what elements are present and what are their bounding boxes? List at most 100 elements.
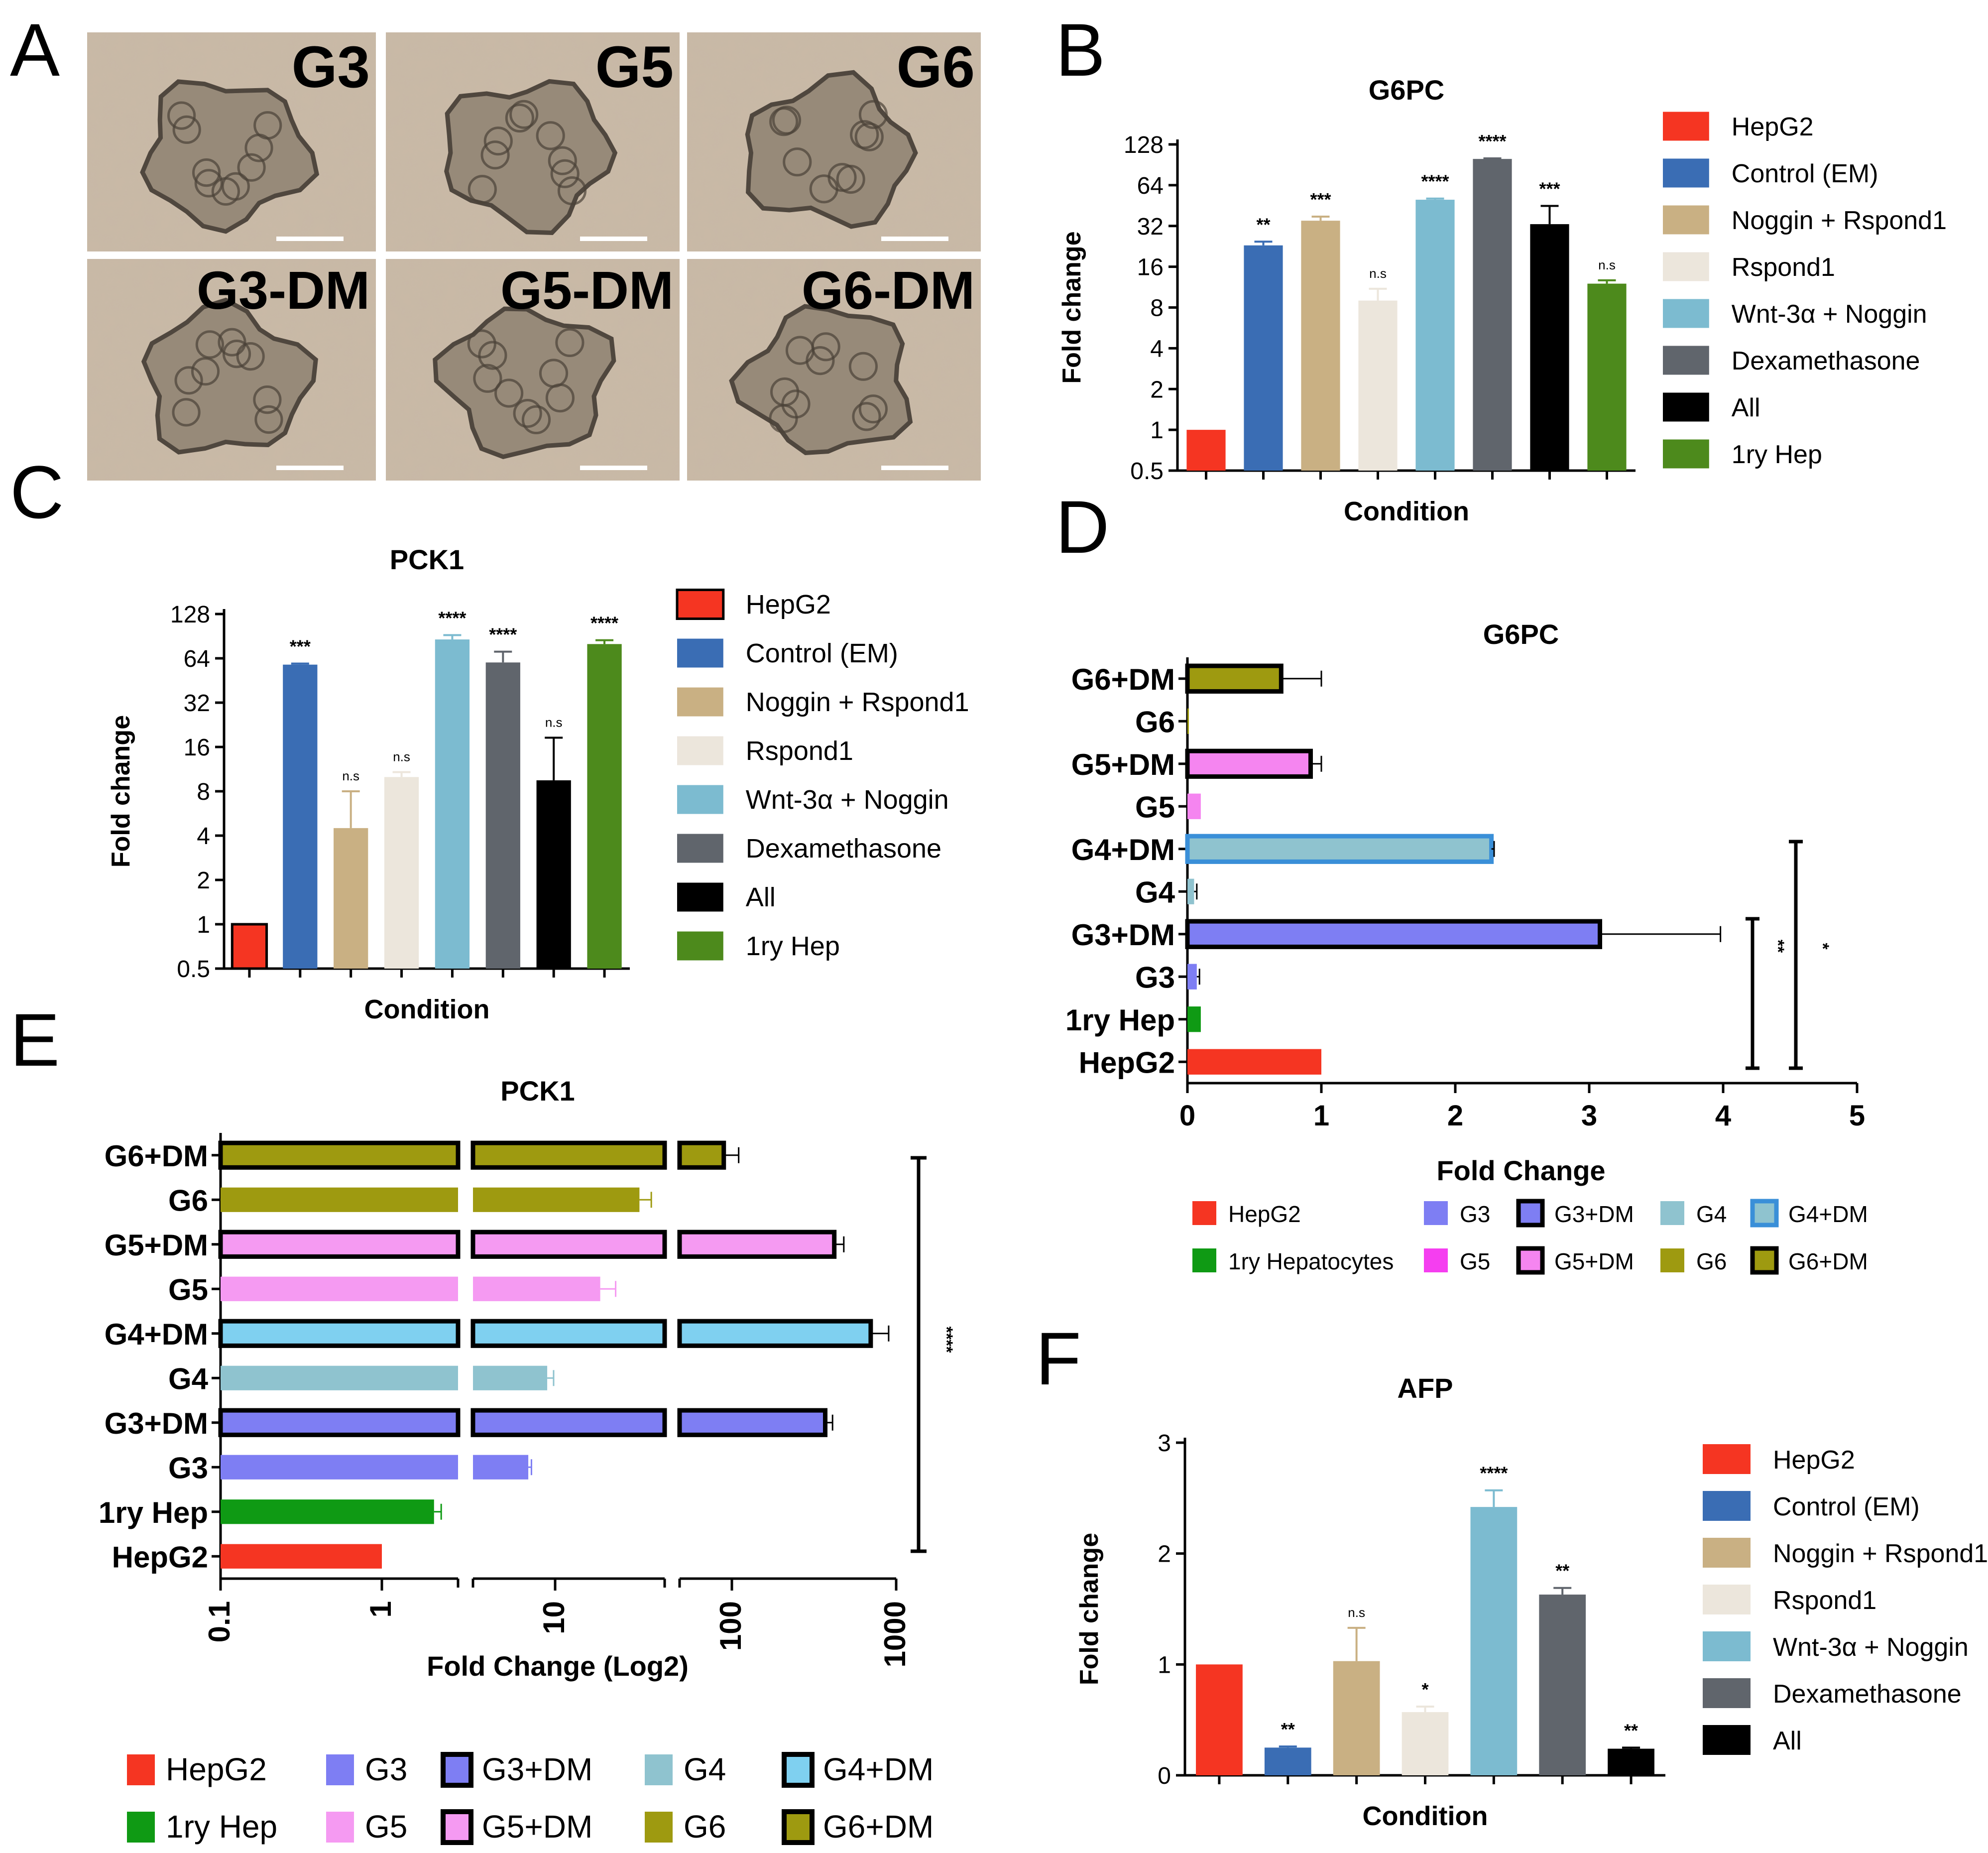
bar [1185, 663, 1284, 694]
significance-label: **** [1421, 171, 1449, 192]
category-label: G3+DM [105, 1407, 208, 1440]
y-tick-label: 32 [1137, 214, 1164, 240]
organoid-cell [548, 146, 577, 175]
bar-segment [473, 1276, 600, 1301]
organoid-cell [811, 332, 840, 362]
chart-title: G6PC [1369, 74, 1445, 106]
category-label: HepG2 [112, 1540, 208, 1574]
significance-label: n.s [342, 768, 359, 783]
legend-label: G6+DM [1788, 1248, 1868, 1274]
significance-label: n.s [545, 715, 563, 730]
chart-title: PCK1 [390, 544, 464, 575]
y-tick-label: 16 [1137, 254, 1164, 281]
category-label: G6+DM [1071, 663, 1175, 696]
legend-label: 1ry Hep [166, 1809, 277, 1845]
legend-label: Wnt-3α + Noggin [746, 785, 949, 815]
legend-swatch [441, 1809, 473, 1845]
legend-label: G4+DM [823, 1751, 934, 1787]
bar-segment [218, 1230, 461, 1259]
bar-segment [221, 1544, 382, 1569]
legend-swatch [1703, 1631, 1751, 1661]
organoid-cell [194, 169, 223, 198]
organoid-cell [848, 352, 878, 381]
organoid-cell [172, 398, 201, 427]
image-label: G6-DM [802, 260, 975, 320]
legend-label: G5+DM [482, 1809, 592, 1845]
bar-segment [473, 1365, 548, 1390]
legend-label: Dexamethasone [1732, 347, 1920, 375]
legend-swatch [1660, 1248, 1684, 1272]
bar-segment [470, 1140, 667, 1170]
bar [231, 923, 268, 970]
bar-segment [677, 1140, 726, 1170]
x-tick-label: 2 [1447, 1100, 1463, 1132]
panel-letter-b: B [1055, 8, 1105, 92]
microscopy-panel: G3 G5 G6 G3-DM G5-DM G6-DM [87, 32, 981, 481]
organoid-cell [783, 147, 812, 177]
scale-bar [881, 466, 948, 470]
y-axis-label: Fold change [107, 715, 135, 867]
microscopy-image: G5-DM [386, 259, 680, 481]
category-label: HepG2 [1079, 1046, 1175, 1079]
bar [435, 639, 470, 969]
organoid-cell [557, 176, 587, 206]
legend-swatch [1703, 1725, 1751, 1755]
legend-label: Rspond1 [1732, 253, 1835, 282]
y-tick-label: 2 [197, 867, 210, 894]
legend-swatch [1663, 346, 1709, 375]
legend-swatch [1192, 1248, 1216, 1272]
x-tick-label: 4 [1715, 1100, 1731, 1132]
legend-swatch [677, 736, 723, 765]
bar-segment [218, 1140, 461, 1170]
significance-label: **** [590, 613, 618, 633]
category-label: G5 [1135, 790, 1175, 824]
y-axis-label: Fold change [1075, 1533, 1104, 1685]
y-tick-label: 1 [197, 912, 210, 938]
y-axis-label: Fold change [1057, 231, 1086, 383]
bar [1187, 1049, 1321, 1075]
bar [1264, 1747, 1311, 1775]
legend-swatch [1663, 158, 1709, 188]
image-label: G5 [595, 34, 674, 100]
legend-swatch [1663, 299, 1709, 328]
bar [1185, 919, 1603, 949]
organoid-cell [858, 100, 888, 129]
legend-swatch [1192, 1201, 1216, 1225]
microscopy-image: G3 [87, 32, 376, 251]
x-axis-label: Condition [1344, 496, 1469, 526]
legend-swatch [1424, 1248, 1448, 1272]
category-label: G4 [1135, 875, 1175, 909]
scale-bar [580, 237, 647, 241]
legend-swatch [1516, 1199, 1545, 1228]
bar-segment [677, 1230, 837, 1259]
organoid-cell [769, 107, 799, 136]
x-axis-label: Fold Change (Log2) [427, 1650, 689, 1682]
bar [1333, 1661, 1380, 1775]
legend-swatch [1663, 252, 1709, 281]
y-tick-label: 1 [1158, 1652, 1171, 1678]
organoid-cell [253, 111, 282, 140]
organoid-cell [467, 329, 496, 359]
organoid-cell [769, 404, 798, 433]
bar [1358, 300, 1398, 471]
significance-label: **** [1478, 131, 1506, 151]
microscopy-image: G5 [386, 32, 680, 251]
organoid-cell [254, 405, 283, 434]
organoid-cell [221, 172, 250, 201]
legend-label: All [746, 882, 776, 912]
organoid-cell [521, 405, 551, 435]
bar [1301, 221, 1340, 471]
legend-swatch [1660, 1201, 1684, 1225]
category-label: G4+DM [105, 1318, 208, 1351]
significance-label: ** [1768, 940, 1787, 953]
organoid-cell [167, 101, 196, 130]
organoid-cell [509, 100, 539, 129]
legend-label: Rspond1 [746, 736, 853, 766]
legend-label: G5+DM [1554, 1248, 1634, 1274]
organoid-cell [836, 164, 865, 194]
organoid-cell [513, 399, 542, 428]
legend-label: G6+DM [823, 1809, 934, 1845]
legend-label: G3+DM [482, 1751, 592, 1787]
legend-swatch [127, 1812, 155, 1843]
